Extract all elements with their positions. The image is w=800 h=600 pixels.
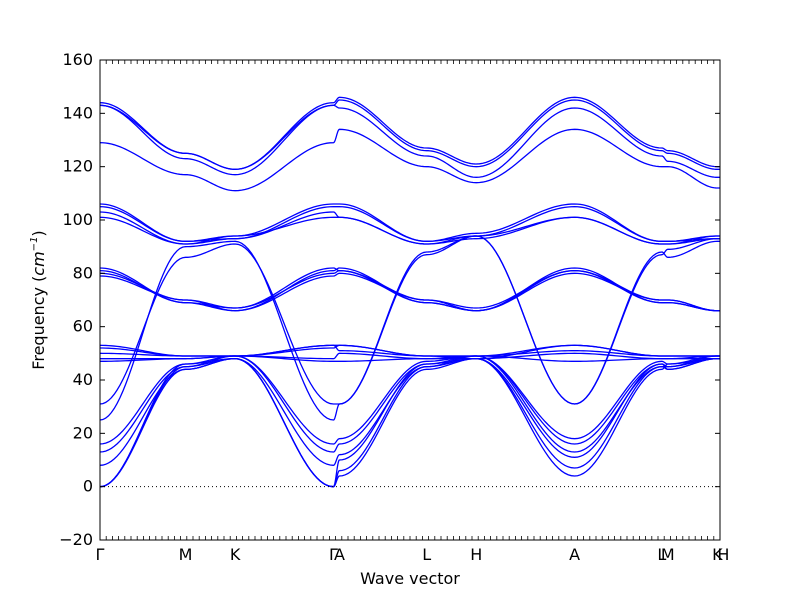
band-line xyxy=(99,235,720,405)
y-tick-label: −20 xyxy=(59,530,93,549)
band-line xyxy=(99,203,720,242)
y-axis-label-close: ) xyxy=(29,230,48,236)
band-line xyxy=(99,96,720,170)
x-tick-label: L xyxy=(422,545,431,564)
y-axis-ticks: −20 0 20 40 60 80 100 120 140 160 xyxy=(59,50,720,549)
y-axis-label-main: Frequency ( xyxy=(29,276,48,370)
y-axis-label-exponent: −1 xyxy=(29,237,40,252)
x-tick-label: K xyxy=(230,545,241,564)
band-line xyxy=(99,235,720,421)
x-tick-label: A xyxy=(569,545,580,564)
x-tick-label: L xyxy=(657,545,666,564)
x-tick-label: K xyxy=(712,545,723,564)
phonon-bands xyxy=(99,96,720,488)
x-tick-label: A xyxy=(334,545,345,564)
band-line xyxy=(99,355,720,445)
x-tick-label: Γ xyxy=(96,545,105,564)
y-tick-label: 20 xyxy=(73,423,93,442)
y-tick-label: 100 xyxy=(62,210,93,229)
x-tick-label: Γ xyxy=(329,545,338,564)
x-axis-ticks: Γ M K ΓA L H A LM KH xyxy=(96,60,729,564)
y-tick-label: 120 xyxy=(62,157,93,176)
band-line xyxy=(99,128,720,192)
band-line xyxy=(99,104,720,178)
y-axis-label: Frequency (cm−1) xyxy=(29,230,48,369)
y-axis-label-unit: cm xyxy=(29,251,48,275)
band-line xyxy=(99,344,720,357)
x-tick-label: M xyxy=(179,545,193,564)
x-tick-label: H xyxy=(470,545,482,564)
band-line xyxy=(99,267,720,312)
y-tick-label: 0 xyxy=(83,477,93,496)
x-axis-label: Wave vector xyxy=(360,569,460,588)
y-tick-label: 40 xyxy=(73,370,93,389)
x-tick-label: H xyxy=(717,545,729,564)
y-tick-label: 80 xyxy=(73,263,93,282)
band-line xyxy=(99,355,720,466)
y-tick-label: 140 xyxy=(62,103,93,122)
y-tick-label: 60 xyxy=(73,317,93,336)
x-tick-label: M xyxy=(661,545,675,564)
y-tick-label: 160 xyxy=(62,50,93,69)
